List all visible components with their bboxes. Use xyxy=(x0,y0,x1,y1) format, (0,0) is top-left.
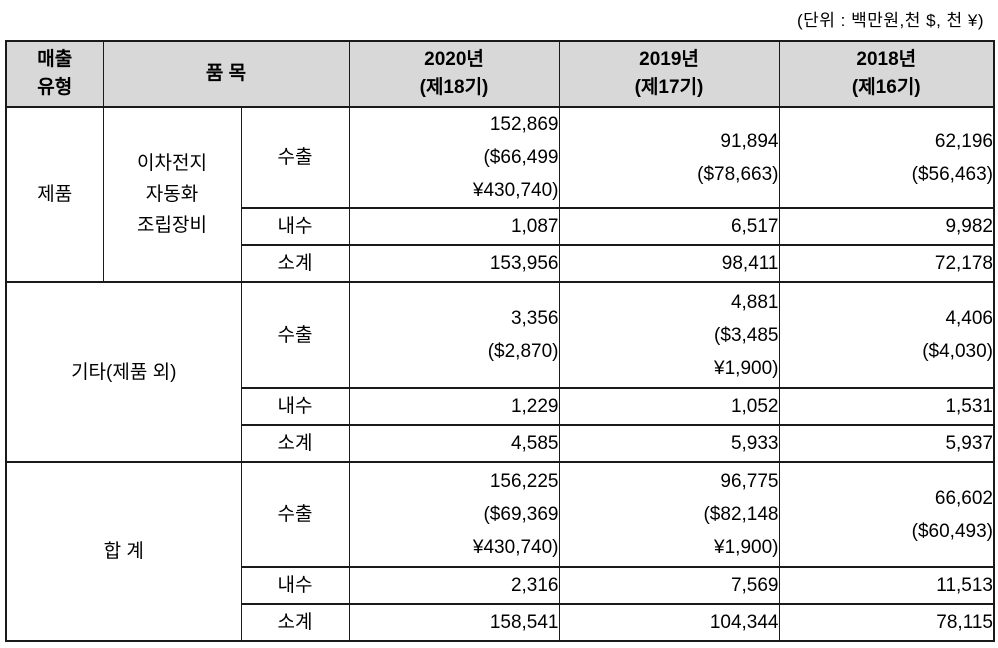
row-label-export: 수출 xyxy=(240,281,350,389)
table-row: 기타(제품 외) 수출 3,356 ($2,870) 4,881 ($3,485… xyxy=(5,281,995,463)
value-2018: 78,115 xyxy=(778,603,995,642)
row-label-subtotal: 소계 xyxy=(240,424,350,463)
value-2019: 4,881 ($3,485 ¥1,900) xyxy=(558,281,780,389)
table-row: 소계 153,956 98,411 72,178 xyxy=(6,244,995,283)
row-label-subtotal: 소계 xyxy=(240,244,350,283)
value-2019: 7,569 xyxy=(558,566,780,605)
row-label-domestic: 내수 xyxy=(240,387,350,426)
header-year-2019: 2019년 (제17기) xyxy=(558,40,780,108)
value-2020: 3,356 ($2,870) xyxy=(348,281,560,389)
value-2019: 6,517 xyxy=(558,207,780,246)
table-row: 소계 4,585 5,933 5,937 xyxy=(6,424,995,463)
table-row: 내수 1,087 6,517 9,982 xyxy=(6,207,995,246)
header-item: 품 목 xyxy=(102,40,350,108)
value-2018: 66,602 ($60,493) xyxy=(778,461,995,568)
value-2020: 156,225 ($69,369 ¥430,740) xyxy=(348,461,560,568)
sales-type-cell-other: 기타(제품 외) xyxy=(5,281,242,463)
value-2019: 91,894 ($78,663) xyxy=(558,106,780,209)
item-cell-product: 이차전지 자동화 조립장비 xyxy=(102,106,242,283)
value-2019: 1,052 xyxy=(558,387,780,426)
sales-type-cell-product: 제품 xyxy=(5,106,104,283)
value-2020: 152,869 ($66,499 ¥430,740) xyxy=(348,106,560,209)
table-row: 내수 2,316 7,569 11,513 xyxy=(6,566,995,605)
row-label-subtotal: 소계 xyxy=(240,603,350,642)
value-2020: 2,316 xyxy=(348,566,560,605)
header-row: 매출 유형 품 목 2020년 (제18기) 2019년 (제17기) 2018… xyxy=(5,40,995,108)
value-2020: 153,956 xyxy=(348,244,560,283)
sales-by-type-table: 매출 유형 품 목 2020년 (제18기) 2019년 (제17기) 2018… xyxy=(5,40,995,642)
value-2018: 9,982 xyxy=(778,207,995,246)
value-2020: 1,229 xyxy=(348,387,560,426)
value-2019: 96,775 ($82,148 ¥1,900) xyxy=(558,461,780,568)
value-2018: 4,406 ($4,030) xyxy=(778,281,995,389)
table-row: 소계 158,541 104,344 78,115 xyxy=(6,603,995,642)
value-2018: 62,196 ($56,463) xyxy=(778,106,995,209)
value-2018: 1,531 xyxy=(778,387,995,426)
row-label-domestic: 내수 xyxy=(240,207,350,246)
value-2018: 72,178 xyxy=(778,244,995,283)
unit-note: (단위 : 백만원,천 $, 천 ¥) xyxy=(797,11,984,30)
sales-type-cell-total: 합 계 xyxy=(5,461,242,642)
header-year-2018: 2018년 (제16기) xyxy=(778,40,995,108)
row-label-domestic: 내수 xyxy=(240,566,350,605)
value-2019: 5,933 xyxy=(558,424,780,463)
value-2019: 98,411 xyxy=(558,244,780,283)
table-row: 내수 1,229 1,052 1,531 xyxy=(6,387,995,426)
value-2018: 5,937 xyxy=(778,424,995,463)
table-row: 합 계 수출 156,225 ($69,369 ¥430,740) 96,775… xyxy=(5,461,995,642)
value-2018: 11,513 xyxy=(778,566,995,605)
header-year-2020: 2020년 (제18기) xyxy=(348,40,560,108)
row-label-export: 수출 xyxy=(240,461,350,568)
value-2020: 1,087 xyxy=(348,207,560,246)
value-2020: 4,585 xyxy=(348,424,560,463)
header-sales-type: 매출 유형 xyxy=(5,40,104,108)
value-2019: 104,344 xyxy=(558,603,780,642)
value-2020: 158,541 xyxy=(348,603,560,642)
row-label-export: 수출 xyxy=(240,106,350,209)
table-row: 제품 이차전지 자동화 조립장비 수출 152,869 ($66,499 ¥43… xyxy=(5,106,995,283)
